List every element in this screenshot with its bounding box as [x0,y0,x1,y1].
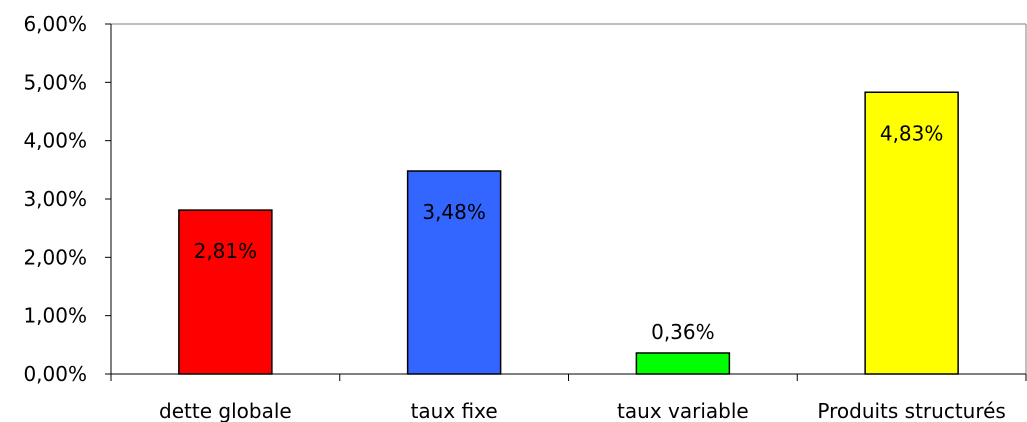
bar [864,91,959,375]
data-label: 2,81% [194,239,258,263]
data-labels: 2,81% 3,48% 0,36% 4,83% [194,121,944,344]
y-tick-label: 4,00% [23,129,87,153]
y-axis: 0,00% 1,00% 2,00% 3,00% 4,00% 5,00% 6,00% [23,12,112,386]
y-tick-label: 0,00% [23,362,87,386]
y-tick-label: 6,00% [23,12,87,36]
y-tick-label: 2,00% [23,245,87,269]
x-axis: dette globale taux fixe taux variable Produ… [110,373,1027,422]
data-label: 4,83% [880,121,944,145]
y-tick-label: 3,00% [23,187,87,211]
bar [406,170,502,375]
bars [178,91,959,375]
y-tick-label: 1,00% [23,304,87,328]
bar [635,352,731,375]
data-label: 3,48% [422,200,486,224]
x-tick-label: taux variable [617,399,749,422]
x-tick-label: dette globale [159,399,292,422]
y-tick-label: 5,00% [23,70,87,94]
bar [178,209,273,375]
x-tick-label: taux fixe [411,399,498,422]
data-label: 0,36% [651,320,715,344]
x-tick-label: Produits structurés [817,399,1005,422]
